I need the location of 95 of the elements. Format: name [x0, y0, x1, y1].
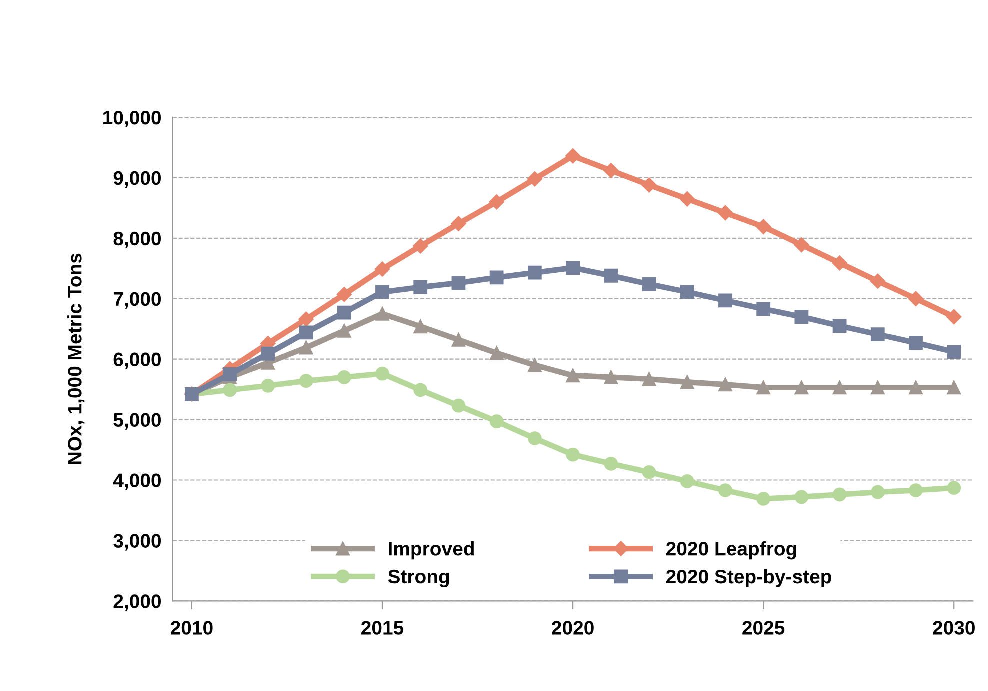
point — [452, 333, 466, 347]
y-tick-label: 3,000 — [114, 534, 161, 551]
point — [680, 474, 694, 488]
y-tick-label: 10,000 — [104, 110, 161, 128]
point — [680, 375, 694, 390]
point — [451, 216, 466, 232]
point — [870, 328, 885, 342]
point — [756, 492, 771, 506]
point — [604, 456, 618, 471]
point — [299, 326, 314, 340]
point — [642, 465, 656, 480]
point — [223, 383, 238, 398]
point — [947, 380, 962, 395]
point — [794, 310, 809, 324]
point — [489, 194, 504, 210]
point — [680, 285, 694, 300]
point — [414, 280, 428, 294]
point — [680, 192, 695, 207]
x-tick-label: 2015 — [362, 621, 404, 635]
point — [490, 270, 504, 285]
point — [756, 219, 772, 234]
point — [452, 276, 466, 290]
x-tick-label: 2010 — [171, 621, 213, 635]
legend-label: 2020 Step-by-step — [666, 569, 832, 588]
point — [414, 383, 428, 398]
point — [642, 178, 657, 193]
y-tick-label: 4,000 — [113, 474, 161, 490]
point — [604, 268, 618, 283]
point — [452, 398, 466, 413]
point — [908, 291, 924, 306]
point — [794, 237, 810, 253]
point — [528, 266, 542, 280]
point — [718, 205, 734, 221]
point — [376, 307, 390, 321]
point — [947, 481, 962, 496]
point — [337, 370, 352, 384]
point — [794, 380, 809, 395]
point — [832, 488, 847, 502]
point — [756, 380, 771, 395]
point — [718, 484, 732, 498]
point — [223, 367, 238, 382]
point — [604, 163, 619, 178]
x-tick-label: 2020 — [552, 621, 594, 635]
point — [299, 340, 314, 355]
legend-label: Improved — [389, 542, 474, 560]
point — [490, 414, 504, 429]
point — [604, 370, 618, 384]
point — [413, 238, 428, 254]
y-axis-title: NOx, 1,000 Metric Tons — [68, 254, 85, 464]
point — [870, 380, 885, 395]
point — [946, 309, 962, 325]
point — [718, 294, 732, 308]
point — [718, 378, 732, 392]
y-tick-label: 8,000 — [114, 232, 161, 248]
x-tick-label: 2030 — [933, 621, 975, 635]
legend-label: 2020 Leapfrog — [666, 542, 796, 560]
point — [642, 277, 656, 292]
point — [642, 372, 656, 386]
point — [909, 380, 923, 395]
point — [909, 336, 923, 350]
point — [298, 312, 314, 327]
point — [337, 306, 352, 320]
point — [337, 324, 352, 338]
point — [490, 346, 504, 360]
x-tick-label: 2025 — [742, 621, 785, 635]
y-tick-label: 5,000 — [114, 413, 161, 430]
point — [566, 261, 580, 275]
point — [299, 374, 314, 388]
legend-label: Strong — [388, 570, 450, 588]
y-tick-label: 6,000 — [114, 352, 161, 370]
point — [870, 274, 886, 289]
point — [261, 378, 276, 393]
point — [832, 380, 847, 395]
point — [374, 262, 390, 277]
y-tick-label: 9,000 — [114, 171, 161, 188]
point — [947, 345, 962, 360]
point — [870, 485, 885, 500]
point — [566, 368, 580, 383]
point — [794, 490, 809, 504]
point — [336, 287, 352, 302]
point — [376, 285, 390, 300]
point — [414, 320, 428, 334]
y-tick-label: 2,000 — [114, 594, 161, 612]
point — [832, 319, 847, 334]
point — [565, 148, 581, 164]
point — [528, 358, 542, 372]
point — [756, 302, 771, 316]
point — [527, 172, 542, 187]
point — [261, 346, 276, 361]
point — [528, 432, 542, 446]
point — [566, 448, 580, 462]
point — [832, 256, 848, 271]
point — [909, 484, 923, 498]
y-tick-label: 7,000 — [114, 292, 161, 309]
point — [376, 366, 390, 381]
